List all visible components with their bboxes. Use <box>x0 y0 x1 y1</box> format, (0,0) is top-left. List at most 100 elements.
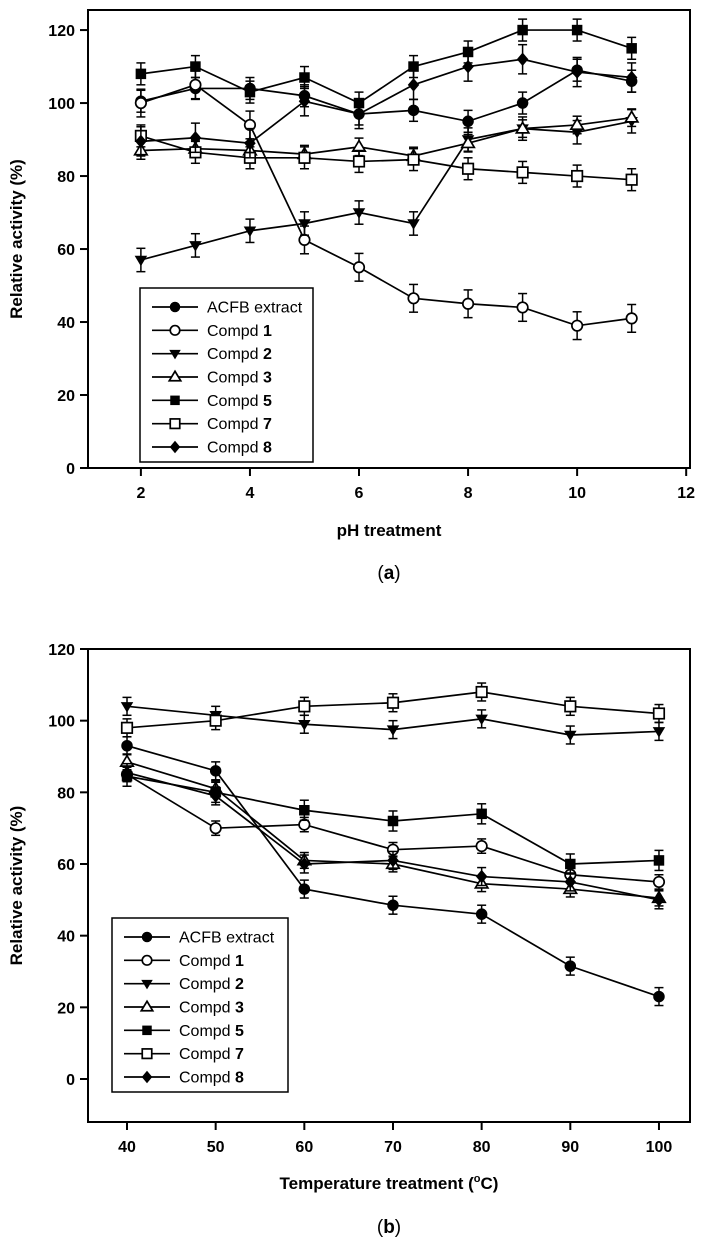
text-span: 40 <box>57 315 75 332</box>
marker-filled-diamond <box>407 78 420 92</box>
marker-filled-diamond <box>387 853 399 868</box>
text-span: Compd <box>207 393 263 410</box>
series-compd-3 <box>133 108 640 166</box>
text-span: 70 <box>384 1139 402 1156</box>
marker-open-square <box>386 696 400 709</box>
marker-filled-circle <box>209 765 222 777</box>
series-line <box>140 120 632 261</box>
marker-open-circle <box>189 78 202 91</box>
text-span: 100 <box>48 96 75 113</box>
x-tick-label: 10 <box>568 485 586 502</box>
text-span: 80 <box>57 169 75 186</box>
text-span: 20 <box>57 388 75 405</box>
marker-open-square <box>461 162 475 175</box>
text-span: 8 <box>263 440 272 457</box>
text-span: Relative activity (%) <box>7 159 26 319</box>
marker-filled-triangle-down <box>120 702 134 713</box>
series-line <box>126 771 660 901</box>
y-tick-label: 120 <box>48 642 75 659</box>
legend-entry: Compd 7 <box>124 1046 244 1063</box>
marker-filled-diamond <box>653 893 665 907</box>
x-tick-label: 6 <box>355 485 364 502</box>
legend-marker-filled-diamond <box>141 1070 153 1084</box>
marker-filled-diamond <box>475 869 488 884</box>
text-span: 80 <box>473 1139 491 1156</box>
marker-filled-circle <box>564 960 577 972</box>
marker-open-square <box>120 721 134 734</box>
text-span: ACFB extract <box>207 300 303 317</box>
text-span: Compd <box>179 976 235 993</box>
marker-filled-square <box>244 86 256 98</box>
chart-panel-b: 0 20 40 60 80 100 120 40 50 60 70 80 90 100 Relative a… <box>7 642 691 1238</box>
text-span: 3 <box>235 1000 244 1017</box>
text-span: 3 <box>263 370 272 387</box>
legend-label: ACFB extract <box>207 300 303 317</box>
panel-label: (b) <box>377 1217 401 1238</box>
legend-marker-filled-triangle-down <box>141 979 153 990</box>
marker-open-square <box>407 153 420 166</box>
marker-open-triangle-up <box>514 120 531 134</box>
x-tick-label: 100 <box>646 1139 673 1156</box>
text-span: Compd <box>179 1000 235 1017</box>
legend-marker-open-square <box>169 418 181 430</box>
text-span: Compd <box>207 440 263 457</box>
legend-entry: Compd 8 <box>152 440 272 457</box>
text-span: b <box>383 1217 395 1238</box>
marker-open-square <box>516 166 529 179</box>
marker-open-triangle-up <box>460 135 476 149</box>
y-tick-label: 20 <box>57 1000 75 1017</box>
legend-marker-open-triangle-up <box>167 369 183 382</box>
marker-filled-diamond <box>121 765 133 780</box>
marker-open-circle <box>461 297 475 310</box>
text-span: 4 <box>245 485 254 502</box>
legend-label: Compd 5 <box>207 393 272 410</box>
text-span: 100 <box>646 1139 673 1156</box>
legend-marker-open-circle <box>169 324 181 336</box>
marker-filled-diamond <box>353 107 365 121</box>
legend: ACFB extract Compd 1 Compd 2 Compd 3 Compd 5… <box>139 287 314 463</box>
marker-open-circle <box>475 839 488 853</box>
x-axis-title: pH treatment <box>337 521 442 540</box>
marker-filled-triangle-down <box>134 255 148 267</box>
legend-entry: Compd 2 <box>124 976 244 993</box>
marker-open-square <box>571 169 584 183</box>
legend-marker-open-triangle-up <box>139 999 155 1012</box>
text-span: 50 <box>207 1139 225 1156</box>
y-tick-label: 100 <box>48 96 75 113</box>
text-span: 7 <box>263 416 272 433</box>
text-span: o <box>474 1173 481 1185</box>
marker-filled-square <box>565 858 576 870</box>
marker-filled-square <box>387 815 399 827</box>
marker-open-triangle-up <box>351 138 367 152</box>
text-span: ( <box>377 1217 384 1238</box>
text-span: a <box>384 563 395 584</box>
marker-filled-diamond <box>244 136 256 150</box>
text-span: 20 <box>57 1000 75 1017</box>
text-span: Compd <box>179 1046 235 1063</box>
text-span: 10 <box>568 485 586 502</box>
legend-label: Compd 2 <box>207 346 272 363</box>
legend-marker-open-square <box>141 1048 153 1060</box>
x-tick-label: 50 <box>207 1139 225 1156</box>
text-span: 120 <box>48 23 75 40</box>
legend-marker-filled-square <box>170 395 180 406</box>
text-span: 120 <box>48 642 75 659</box>
legend-label: Compd 8 <box>207 440 272 457</box>
text-span: 8 <box>235 1070 244 1087</box>
marker-open-triangle-up <box>623 109 640 123</box>
marker-filled-circle <box>407 104 420 117</box>
legend-box <box>111 917 289 1093</box>
marker-open-square <box>298 700 311 713</box>
marker-open-square <box>298 151 311 164</box>
marker-filled-square <box>135 68 147 80</box>
legend-label: Compd 3 <box>179 1000 244 1017</box>
x-tick-label: 40 <box>118 1139 136 1156</box>
text-span: 1 <box>263 323 272 340</box>
panel-label: (a) <box>377 563 400 584</box>
y-tick-label: 80 <box>57 169 75 186</box>
x-tick-label: 2 <box>136 485 145 502</box>
text-span: ( <box>377 563 384 584</box>
marker-filled-square <box>299 72 310 83</box>
y-tick-label: 40 <box>57 929 75 946</box>
